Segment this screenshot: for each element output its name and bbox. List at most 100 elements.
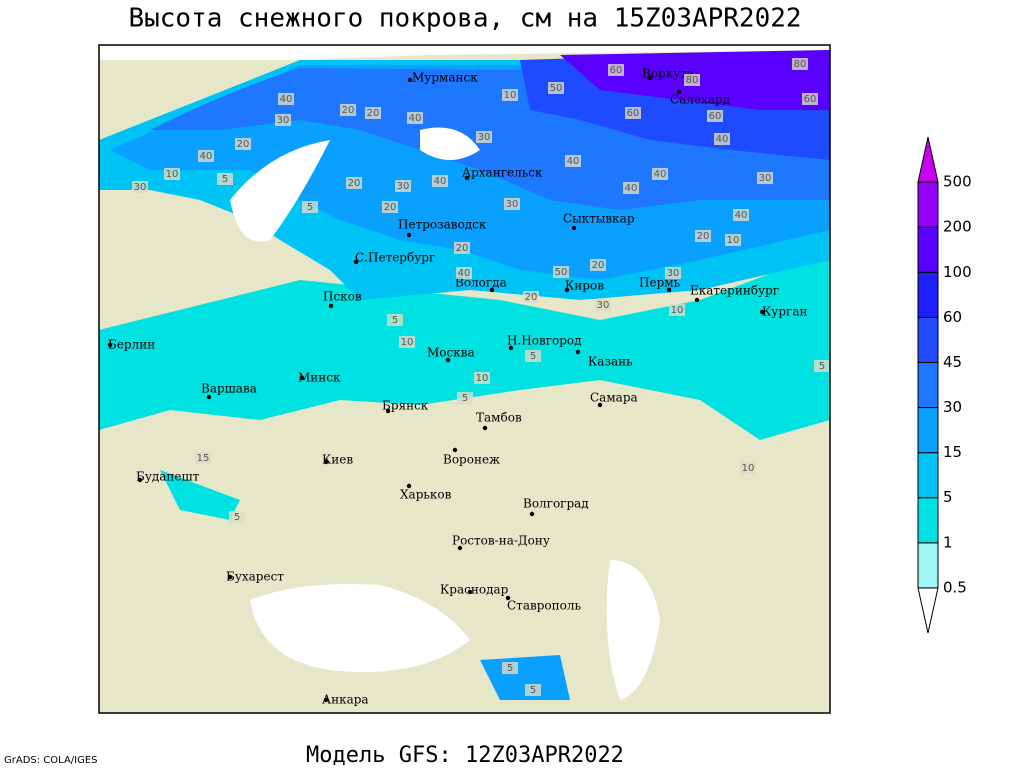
city-dot	[407, 77, 413, 83]
city-label: Н.Новгород	[507, 334, 582, 348]
city-label: Сыктывкар	[563, 212, 635, 226]
contour-label-bg	[707, 110, 723, 122]
contour-label-bg	[195, 452, 211, 464]
city-dot	[505, 595, 511, 601]
city-label: Петрозаводск	[398, 218, 487, 232]
colorbar-label: 100	[943, 263, 972, 281]
snow-patch	[160, 470, 240, 520]
city-dot	[137, 477, 143, 483]
city-label: Анкара	[322, 693, 369, 707]
colorbar-tip	[917, 587, 939, 634]
contour-label: 60	[610, 65, 623, 76]
sea	[99, 45, 830, 60]
city-dot	[529, 511, 535, 517]
contour-label-bg	[229, 511, 245, 523]
contour-label-bg	[432, 175, 448, 187]
contour-label-bg	[454, 242, 470, 254]
contour-label: 20	[237, 139, 250, 150]
contour-label-bg	[407, 112, 423, 124]
contour-label-bg	[733, 209, 749, 221]
contour-label: 30	[506, 199, 519, 210]
contour-label: 20	[697, 231, 710, 242]
contour-label-bg	[523, 291, 539, 303]
city-label: Киев	[322, 453, 353, 467]
contour-label: 60	[709, 111, 722, 122]
contour-label: 5	[392, 315, 398, 326]
caspian-sea	[606, 560, 660, 700]
contour-label-bg	[504, 198, 520, 210]
contour-label-bg	[525, 684, 541, 696]
contour-label-bg	[725, 234, 741, 246]
city-dot	[445, 357, 451, 363]
colorbar-segment	[917, 316, 939, 363]
colorbar-segment	[917, 497, 939, 544]
black-sea	[250, 584, 470, 672]
city-label: Харьков	[400, 488, 452, 502]
city-dot	[759, 309, 765, 315]
colorbar-tip	[917, 136, 939, 183]
colorbar-label: 1	[943, 533, 953, 551]
contour-label: 40	[458, 268, 471, 279]
contour-label-bg	[625, 107, 641, 119]
city-dot	[406, 232, 412, 238]
map-frame	[98, 44, 831, 714]
colorbar-segment	[917, 226, 939, 273]
contour-label: 10	[476, 373, 489, 384]
contour-label: 30	[759, 173, 772, 184]
contour-label: 50	[550, 83, 563, 94]
contour-label-bg	[217, 173, 233, 185]
contour-label-bg	[695, 230, 711, 242]
contour-label: 5	[507, 663, 513, 674]
contour-label-bg	[302, 201, 318, 213]
contour-label: 10	[401, 337, 414, 348]
contour-label: 5	[234, 512, 240, 523]
title: Высота снежного покрова, см на 15Z03APR2…	[128, 4, 801, 34]
colorbar-label: 15	[943, 443, 962, 461]
contour-label-bg	[278, 93, 294, 105]
model-label: Модель GFS: 12Z03APR2022	[306, 743, 624, 768]
city-label: Тамбов	[476, 411, 522, 425]
contour-label-bg	[365, 107, 381, 119]
city-dot	[323, 459, 329, 465]
colorbar-label: 60	[943, 308, 962, 326]
city-label: Псков	[323, 290, 362, 304]
city-dot	[467, 589, 473, 595]
city-dot	[464, 175, 470, 181]
city-label: Краснодар	[440, 583, 509, 597]
contour-label-bg	[652, 168, 668, 180]
contour-label-bg	[387, 314, 403, 326]
contour-label: 20	[342, 105, 355, 116]
colorbar-segment	[917, 407, 939, 454]
city-label: Киров	[565, 279, 604, 293]
city-dot	[647, 75, 653, 81]
map	[99, 45, 830, 713]
colorbar-segment	[917, 271, 939, 318]
city-label: Мурманск	[412, 71, 478, 85]
city-dot	[489, 287, 495, 293]
contour-label-bg	[623, 182, 639, 194]
contour-label: 20	[367, 108, 380, 119]
colorbar-label: 45	[943, 353, 962, 371]
city-label: Волгоград	[523, 497, 589, 511]
city-label: Воркута	[642, 67, 694, 81]
city-label: С.Петербург	[355, 251, 435, 265]
contour-label: 20	[525, 292, 538, 303]
contour-label: 40	[654, 169, 667, 180]
city-label: Ставрополь	[507, 599, 581, 613]
city-dot	[597, 402, 603, 408]
colorbar-segment	[917, 542, 939, 589]
contour-label: 40	[280, 94, 293, 105]
contour-label: 40	[200, 151, 213, 162]
contour-label: 5	[530, 685, 536, 696]
city-dot	[508, 345, 514, 351]
contour-label-bg	[565, 155, 581, 167]
contour-label-bg	[235, 138, 251, 150]
city-label: Екатеринбург	[690, 284, 779, 298]
city-dot	[676, 89, 682, 95]
colorbar-segment	[917, 361, 939, 409]
contour-label: 50	[555, 267, 568, 278]
contour-label: 30	[478, 132, 491, 143]
contour-label-bg	[476, 131, 492, 143]
contour-label-bg	[382, 201, 398, 213]
baltic-sea-top	[230, 140, 330, 242]
